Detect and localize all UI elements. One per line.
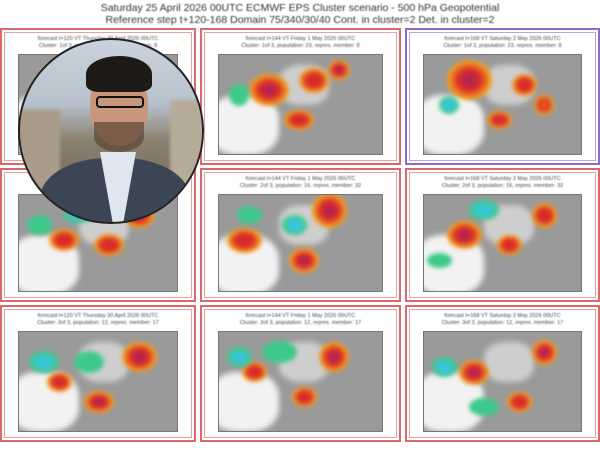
- anomaly-blob: [534, 95, 554, 115]
- forecast-label: forecast t+168 VT Saturday 2 May 2026 00…: [444, 36, 561, 42]
- cluster-panel[interactable]: forecast t+144 VT Friday 1 May 2026 00UT…: [200, 305, 401, 442]
- anomaly-blob: [446, 60, 492, 100]
- geopotential-map: [18, 331, 178, 432]
- glasses: [96, 96, 144, 108]
- anomaly-blob: [49, 229, 79, 251]
- forecast-label: forecast t+144 VT Friday 1 May 2026 00UT…: [245, 36, 356, 42]
- anomaly-blob: [299, 67, 329, 93]
- cluster-label: Cluster: 2of 3, population: 16, repres. …: [441, 183, 564, 189]
- cluster-label: Cluster: 1of 3, population: 23, repres. …: [241, 43, 360, 49]
- anomaly-blob: [511, 74, 537, 96]
- anomaly-blob: [486, 111, 512, 129]
- anomaly-blob: [446, 221, 482, 249]
- header-subtitle: Reference step t+120-168 Domain 75/340/3…: [105, 14, 495, 26]
- cluster-panel[interactable]: forecast t+144 VT Friday 1 May 2026 00UT…: [200, 168, 401, 302]
- anomaly-blob: [469, 398, 499, 416]
- anomaly-blob: [29, 351, 59, 373]
- cluster-panel[interactable]: forecast t+168 VT Saturday 2 May 2026 00…: [405, 28, 600, 165]
- anomaly-blob: [531, 339, 557, 365]
- geopotential-map: [423, 331, 582, 432]
- cluster-panel[interactable]: forecast t+144 VT Friday 1 May 2026 00UT…: [200, 28, 401, 165]
- anomaly-blob: [121, 342, 157, 372]
- geopotential-map: [423, 194, 582, 292]
- forecast-label: forecast t+144 VT Friday 1 May 2026 00UT…: [245, 176, 356, 182]
- cluster-label: Cluster: 3of 3, population: 12, repres. …: [441, 320, 564, 326]
- anomaly-blob: [236, 206, 262, 224]
- cluster-panel[interactable]: forecast t+168 VT Saturday 2 May 2026 00…: [405, 168, 600, 302]
- panel-title: forecast t+168 VT Saturday 2 May 2026 00…: [407, 36, 598, 50]
- anomaly-blob: [289, 247, 319, 273]
- page-header: Saturday 25 April 2026 00UTC ECMWF EPS C…: [0, 2, 600, 26]
- anomaly-blob: [531, 202, 557, 228]
- anomaly-blob: [284, 110, 314, 130]
- anomaly-blob: [328, 60, 350, 80]
- anomaly-blob: [226, 227, 262, 253]
- forecast-label: forecast t+168 VT Saturday 2 May 2026 00…: [444, 176, 561, 182]
- panel-title: forecast t+144 VT Friday 1 May 2026 00UT…: [202, 176, 399, 190]
- anomaly-blob: [84, 391, 114, 413]
- panel-title: forecast t+120 VT Thursday 30 April 2026…: [2, 313, 194, 327]
- anomaly-blob: [426, 252, 452, 268]
- cluster-label: Cluster: 3of 3, population: 12, repres. …: [239, 320, 362, 326]
- cluster-label: Cluster: 2of 3, population: 16, repres. …: [239, 183, 362, 189]
- anomaly-blob: [241, 362, 267, 382]
- geopotential-map: [423, 54, 582, 155]
- panel-title: forecast t+144 VT Friday 1 May 2026 00UT…: [202, 36, 399, 50]
- geopotential-map: [218, 331, 383, 432]
- header-title: Saturday 25 April 2026 00UTC ECMWF EPS C…: [100, 2, 500, 14]
- cluster-label: Cluster: 3of 3, population: 12, repres. …: [37, 320, 159, 326]
- anomaly-blob: [74, 351, 104, 373]
- anomaly-blob: [249, 74, 289, 106]
- anomaly-blob: [319, 342, 349, 372]
- anomaly-blob: [439, 96, 459, 114]
- panel-title: forecast t+168 VT Saturday 2 May 2026 00…: [407, 176, 598, 190]
- anomaly-blob: [431, 357, 457, 377]
- cluster-label: Cluster: 1of 3, population: 23, repres. …: [443, 43, 562, 49]
- anomaly-blob: [229, 84, 249, 106]
- panel-title: forecast t+168 VT Saturday 2 May 2026 00…: [407, 313, 598, 327]
- cluster-panel[interactable]: forecast t+168 VT Saturday 2 May 2026 00…: [405, 305, 600, 442]
- cluster-panel[interactable]: forecast t+120 VT Thursday 30 April 2026…: [0, 305, 196, 442]
- forecast-label: forecast t+168 VT Saturday 2 May 2026 00…: [444, 313, 561, 319]
- geopotential-map: [218, 194, 383, 292]
- geopotential-map: [218, 54, 383, 155]
- anomaly-blob: [226, 347, 252, 367]
- panel-title: forecast t+144 VT Friday 1 May 2026 00UT…: [202, 313, 399, 327]
- anomaly-blob: [291, 387, 317, 407]
- presenter-photo: [18, 38, 204, 224]
- anomaly-blob: [506, 392, 532, 412]
- anomaly-blob: [94, 234, 124, 256]
- anomaly-blob: [311, 195, 347, 228]
- anomaly-blob: [261, 341, 297, 363]
- anomaly-blob: [459, 359, 489, 385]
- anomaly-blob: [469, 200, 499, 220]
- forecast-label: forecast t+144 VT Friday 1 May 2026 00UT…: [245, 313, 356, 319]
- anomaly-blob: [496, 235, 522, 255]
- forecast-label: forecast t+120 VT Thursday 30 April 2026…: [37, 313, 159, 319]
- anomaly-blob: [281, 215, 307, 235]
- anomaly-blob: [46, 372, 72, 392]
